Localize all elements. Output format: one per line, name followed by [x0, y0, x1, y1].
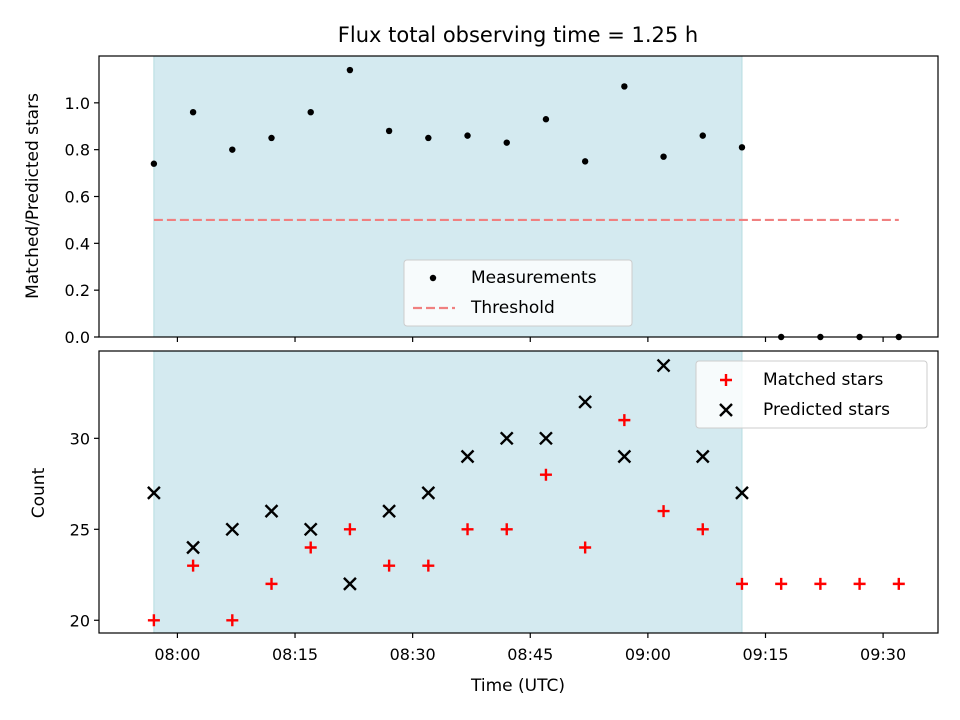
predicted-star-marker [617, 449, 632, 464]
matched-star-marker [696, 523, 709, 536]
matched-star-marker [657, 505, 670, 518]
x-tick-label: 08:45 [507, 645, 553, 664]
legend-predicted-marker [719, 403, 733, 417]
matched-star-marker [422, 559, 435, 572]
matched-star-marker [579, 541, 592, 554]
x-tick-label: 08:00 [154, 645, 200, 664]
predicted-star-marker [539, 431, 553, 446]
matched-star-marker [775, 577, 788, 590]
predicted-star-marker [578, 395, 592, 409]
measurement-point [307, 109, 314, 116]
top-panel-ratio: 0.0 0.2 0.4 0.6 0.8 1.0 Measurements Threshold [65, 55, 939, 347]
measurement-point [229, 146, 236, 153]
matched-star-marker [343, 523, 356, 536]
predicted-star-marker [382, 504, 396, 518]
matched-star-marker [892, 577, 905, 590]
measurement-point [150, 160, 158, 167]
legend-predicted-label: Predicted stars [763, 400, 890, 420]
measurement-point [581, 158, 589, 165]
y-tick-label: 20 [70, 611, 90, 630]
predicted-star-marker [656, 358, 671, 373]
x-tick-label: 08:30 [390, 645, 436, 664]
predicted-star-marker [499, 431, 514, 446]
bottom-y-axis-label: Count [29, 467, 49, 518]
x-tick-label: 09:15 [742, 645, 788, 664]
measurement-point [425, 134, 432, 142]
x-tick-label: 08:15 [272, 645, 318, 664]
matched-star-marker [853, 577, 866, 590]
measurement-point [738, 144, 746, 151]
matched-star-marker [539, 468, 552, 481]
bottom-panel-counts: 20 25 30 08:00 08:15 08:30 08:45 09:00 09:15 09:3… [70, 350, 939, 664]
legend-matched-label: Matched stars [763, 370, 883, 390]
predicted-star-marker [264, 504, 279, 518]
predicted-star-marker [303, 522, 318, 537]
legend-measurements-label: Measurements [471, 268, 597, 288]
y-tick-label: 25 [70, 520, 90, 539]
matched-star-marker [147, 614, 160, 627]
matched-star-marker [265, 577, 278, 590]
matched-star-marker [383, 559, 396, 572]
top-legend-box [403, 259, 633, 327]
measurement-point [268, 134, 275, 142]
matched-star-marker [461, 523, 474, 536]
measurement-point [621, 83, 628, 90]
predicted-star-marker [147, 486, 161, 500]
legend-threshold-label: Threshold [470, 298, 555, 318]
legend-matched-marker [720, 374, 732, 386]
matched-star-marker [618, 414, 631, 427]
matched-star-marker [187, 559, 200, 572]
y-tick-label: 30 [70, 429, 90, 448]
measurement-point [385, 127, 393, 135]
x-axis-label: Time (UTC) [470, 676, 565, 696]
y-tick-label: 0.8 [65, 141, 90, 160]
y-tick-label: 0.2 [65, 281, 90, 300]
x-tick-label: 09:00 [625, 645, 671, 664]
predicted-star-marker [225, 522, 240, 537]
y-tick-label: 1.0 [65, 94, 90, 113]
predicted-star-marker [186, 540, 200, 555]
top-y-axis-label: Matched/Predicted stars [23, 93, 43, 299]
measurement-point [660, 153, 667, 160]
matched-star-marker [735, 577, 748, 590]
y-tick-label: 0.6 [65, 188, 90, 207]
legend-measurement-marker [429, 274, 437, 282]
predicted-star-marker [735, 486, 749, 500]
y-tick-label: 0.4 [65, 234, 90, 253]
matched-star-marker [226, 614, 239, 627]
predicted-star-marker [460, 449, 475, 464]
chart-title: Flux total observing time = 1.25 h [338, 23, 698, 47]
predicted-star-marker [343, 577, 357, 591]
count-observing-window [153, 350, 743, 634]
matched-star-marker [500, 523, 513, 536]
count-axes-frame [98, 350, 939, 634]
x-tick-label: 09:30 [860, 645, 906, 664]
matched-star-marker [814, 577, 827, 590]
bottom-legend-box [695, 360, 928, 429]
predicted-star-marker [421, 486, 436, 500]
measurement-point [699, 132, 706, 139]
measurement-point [542, 116, 550, 123]
measurement-point [346, 66, 354, 74]
y-tick-label: 0.0 [65, 328, 90, 347]
measurement-point [464, 132, 471, 139]
predicted-star-marker [695, 449, 710, 464]
measurement-point [503, 139, 510, 146]
measurement-point [189, 109, 197, 116]
matched-star-marker [304, 541, 317, 554]
